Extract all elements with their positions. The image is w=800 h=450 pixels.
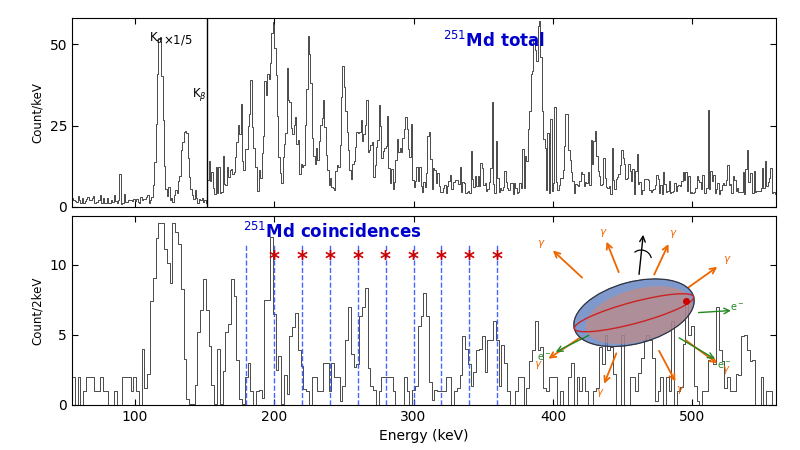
- Text: $\gamma$: $\gamma$: [723, 255, 732, 266]
- X-axis label: Energy (keV): Energy (keV): [379, 429, 469, 443]
- Text: $\mathbf{*}$: $\mathbf{*}$: [407, 248, 420, 268]
- Text: $\times$1/5: $\times$1/5: [163, 33, 193, 47]
- Text: $^{251}$Md total: $^{251}$Md total: [443, 31, 546, 51]
- Text: $\mathbf{*}$: $\mathbf{*}$: [491, 248, 503, 268]
- Text: K$_\beta$: K$_\beta$: [192, 86, 207, 103]
- Text: e$^-$: e$^-$: [730, 302, 745, 313]
- Text: $\gamma$: $\gamma$: [534, 359, 542, 371]
- Text: e$^-$: e$^-$: [717, 360, 731, 371]
- Text: $\gamma$: $\gamma$: [599, 227, 607, 239]
- Text: $\mathbf{*}$: $\mathbf{*}$: [463, 248, 475, 268]
- Text: $\gamma$: $\gamma$: [676, 384, 685, 396]
- Text: $\mathbf{*}$: $\mathbf{*}$: [379, 248, 392, 268]
- Text: $\mathbf{*}$: $\mathbf{*}$: [351, 248, 364, 268]
- Y-axis label: Count/keV: Count/keV: [31, 82, 44, 143]
- Text: e$^-$: e$^-$: [538, 352, 552, 364]
- Text: K$_\alpha$: K$_\alpha$: [149, 31, 164, 46]
- Text: $\mathbf{*}$: $\mathbf{*}$: [324, 248, 336, 268]
- Text: $\gamma$: $\gamma$: [597, 387, 605, 399]
- Ellipse shape: [574, 279, 694, 346]
- Text: $\mathbf{*}$: $\mathbf{*}$: [296, 248, 308, 268]
- Text: $\gamma$: $\gamma$: [537, 238, 546, 250]
- Text: $\mathbf{*}$: $\mathbf{*}$: [435, 248, 448, 268]
- Text: $\gamma$: $\gamma$: [722, 364, 731, 376]
- Y-axis label: Count/2keV: Count/2keV: [31, 276, 44, 345]
- Ellipse shape: [586, 286, 692, 344]
- Text: $\mathbf{*}$: $\mathbf{*}$: [268, 248, 281, 268]
- Text: $^{251}$Md coincidences: $^{251}$Md coincidences: [243, 222, 422, 242]
- Text: $\gamma$: $\gamma$: [669, 229, 678, 240]
